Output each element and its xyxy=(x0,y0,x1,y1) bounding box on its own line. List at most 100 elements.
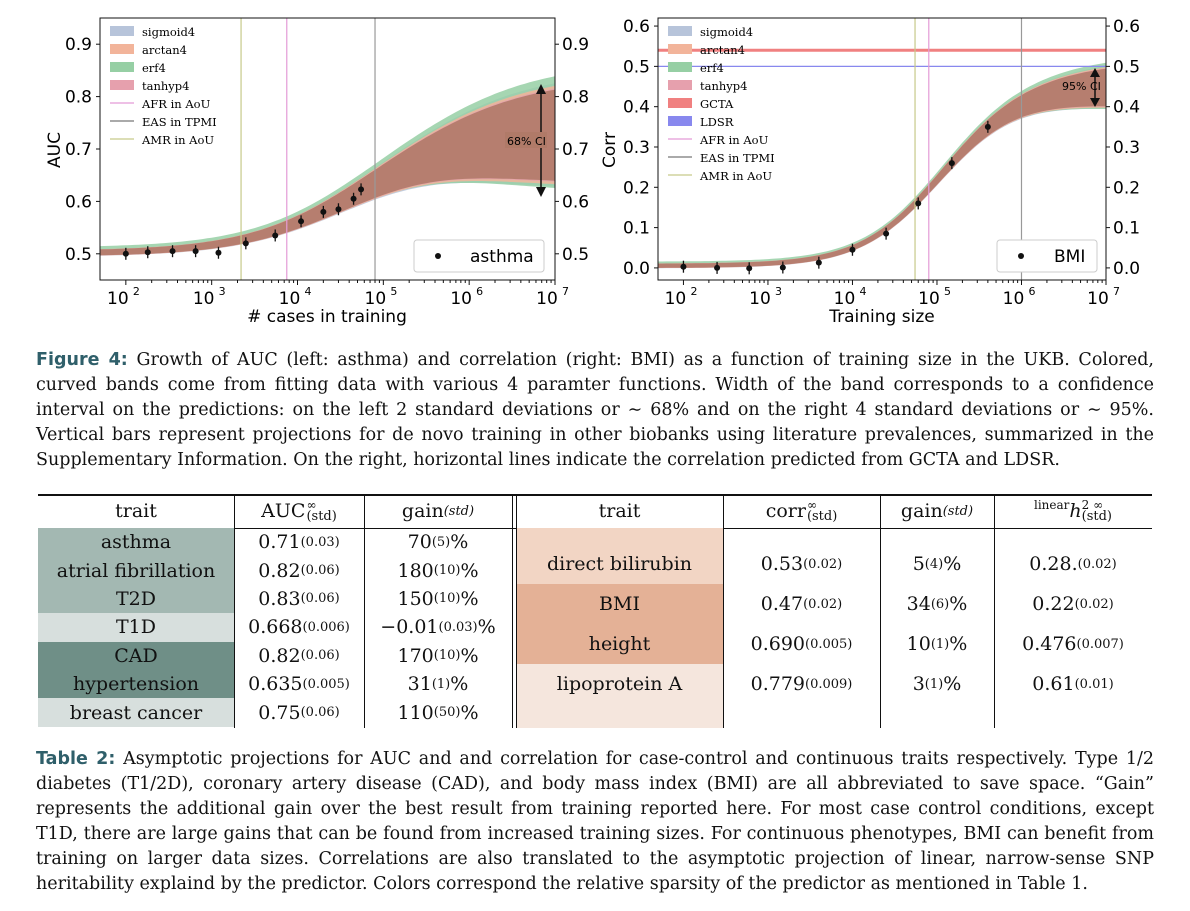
table-caption-label: Table 2: xyxy=(36,749,116,769)
data-point xyxy=(984,123,991,130)
header-corr: corr ∞ (std) xyxy=(765,498,838,524)
cell-heritability: 0.22 (0.02) xyxy=(1032,593,1114,615)
cell-trait: atrial fibrillation xyxy=(56,559,216,582)
data-point xyxy=(915,200,922,207)
ci-arrow-head-down xyxy=(1090,98,1100,107)
cell-gain: 3 (1)% xyxy=(912,673,962,695)
cell-auc: 0.82 (0.06) xyxy=(258,644,340,667)
legend-entry: tanhyp4 xyxy=(700,79,747,93)
projection-lines xyxy=(240,18,376,280)
fit-bands xyxy=(100,76,555,256)
data-point xyxy=(779,264,786,271)
cell-corr: 0.690 (0.005) xyxy=(750,633,853,655)
cell-gain: 110 (50)% xyxy=(397,701,479,724)
x-tick-exponent: 2 xyxy=(690,285,697,298)
figure-caption-text: Growth of AUC (left: asthma) and correla… xyxy=(36,350,1154,470)
y-tick-label-right: 0.2 xyxy=(1113,178,1140,198)
data-point xyxy=(350,195,357,202)
cell-trait: T1D xyxy=(116,616,156,639)
fit-band xyxy=(100,89,555,256)
cell-gain: 34 (6)% xyxy=(906,593,968,615)
y-tick-label-right: 0.6 xyxy=(562,192,589,212)
y-tick-label-right: 0.4 xyxy=(1113,98,1140,118)
legend-entry: arctan4 xyxy=(142,43,187,57)
legend-swatch xyxy=(668,80,692,90)
legend-entry: AFR in AoU xyxy=(141,97,211,111)
auc-growth-chart: 0.5 0.50.6 0.60.7 0.70.8 0.80.9 0.910 2 10 3 10 4 1… xyxy=(45,17,589,327)
cell-gain: 150 (10)% xyxy=(397,587,479,610)
x-tick-exponent: 6 xyxy=(476,285,483,298)
y-axis-label: Corr xyxy=(600,132,620,168)
data-point xyxy=(815,259,822,266)
y-tick-label-right: 0.3 xyxy=(1113,138,1140,158)
row-bg xyxy=(516,528,723,584)
cell-trait: asthma xyxy=(100,531,172,554)
x-tick-exponent: 5 xyxy=(390,285,397,298)
col-sep-double-b xyxy=(516,494,517,728)
ci-annotation: 68% CI xyxy=(507,135,546,148)
data-point xyxy=(144,249,151,256)
y-tick-label: 0.4 xyxy=(623,98,650,118)
axis-ticks: 0.0 0.0 0.1 0.1 0.2 0.2 0.3 0.3 0.4 0.4 0.5 0.5 0.6 0… xyxy=(623,17,1140,309)
col-sep xyxy=(364,494,365,728)
row-bg xyxy=(516,624,723,664)
y-tick-label: 0.5 xyxy=(623,57,650,77)
cell-auc: 0.635 (0.005) xyxy=(248,673,350,696)
x-tick-label: 10 xyxy=(749,289,771,309)
data-point xyxy=(192,248,199,255)
cell-gain: 180 (10)% xyxy=(397,559,479,582)
legend: sigmoid4 arctan4 erf4 tanhyp4 AFR in AoU EAS … xyxy=(110,25,217,147)
data-point xyxy=(948,160,955,167)
cell-auc: 0.83 (0.06) xyxy=(258,587,340,610)
data-point xyxy=(242,240,249,247)
x-tick-exponent: 3 xyxy=(775,285,782,298)
x-tick-exponent: 6 xyxy=(1028,285,1035,298)
corr-growth-chart: 0.0 0.0 0.1 0.1 0.2 0.2 0.3 0.3 0.4 0.4 0.5 0.5 0.6 0… xyxy=(600,17,1140,327)
legend-swatch xyxy=(668,116,692,126)
table-caption: Table 2: Asymptotic projections for AUC … xyxy=(36,747,1154,897)
legend-swatch xyxy=(110,44,134,54)
row-bg xyxy=(38,670,234,699)
cell-gain: 31 (1)% xyxy=(407,673,469,696)
legend-entry: AFR in AoU xyxy=(699,133,769,147)
y-tick-label-right: 0.1 xyxy=(1113,219,1140,239)
legend-entry: EAS in TPMI xyxy=(142,115,217,129)
legend-entry: sigmoid4 xyxy=(142,25,195,39)
ci-arrow-head-down xyxy=(536,187,546,197)
y-tick-label-right: 0.5 xyxy=(1113,57,1140,77)
data-legend-marker xyxy=(1018,253,1024,259)
legend-swatch xyxy=(668,44,692,54)
data-point xyxy=(746,265,753,272)
row-bg xyxy=(38,556,234,586)
row-bg xyxy=(38,584,234,614)
row-bg xyxy=(516,584,723,624)
ci-arrow-head-up xyxy=(536,84,546,94)
col-sep xyxy=(994,494,995,728)
legend-swatch xyxy=(110,62,134,72)
cell-trait: direct bilirubin xyxy=(546,553,693,575)
y-tick-label: 0.1 xyxy=(623,219,650,239)
x-tick-label: 10 xyxy=(450,289,472,309)
header-heritability: linear h 2 ∞ (std) xyxy=(1033,498,1113,524)
fit-band xyxy=(658,68,1106,268)
bmi-data-points xyxy=(680,120,991,275)
plot-frame xyxy=(657,17,1107,281)
x-tick-label: 10 xyxy=(193,289,215,309)
legend-entry: AMR in AoU xyxy=(699,169,772,183)
legend-swatch xyxy=(668,98,692,108)
cell-auc: 0.75 (0.06) xyxy=(258,701,340,724)
annotation-bg xyxy=(505,132,547,148)
x-axis-label: Training size xyxy=(828,307,934,327)
legend-entry: GCTA xyxy=(700,97,734,111)
x-tick-label: 10 xyxy=(1003,289,1025,309)
cell-trait: hypertension xyxy=(72,673,200,696)
y-tick-label-right: 0.7 xyxy=(562,140,589,160)
cell-gain: 10 (1)% xyxy=(906,633,968,655)
y-tick-label-right: 0.8 xyxy=(562,88,589,108)
cell-auc: 0.668 (0.006) xyxy=(248,616,350,639)
data-point xyxy=(335,206,342,213)
asthma-data-points xyxy=(122,183,365,260)
y-tick-label: 0.5 xyxy=(65,245,92,265)
y-tick-label: 0.7 xyxy=(65,140,92,160)
results-table: trait AUC ∞ (std) gain (std) trait corr ∞ (st… xyxy=(38,494,1152,728)
